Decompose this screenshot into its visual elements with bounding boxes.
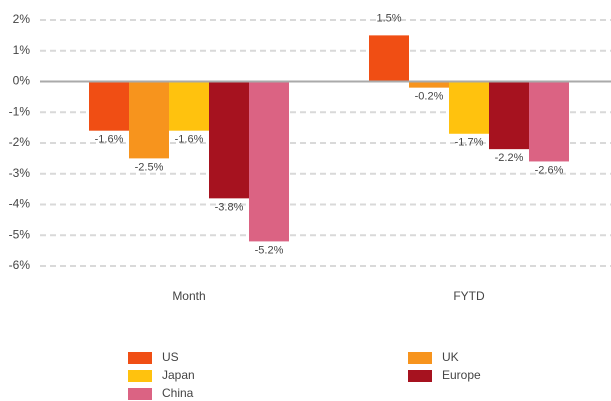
legend-label: Europe	[442, 368, 481, 382]
value-label: -2.2%	[495, 152, 524, 164]
value-label: -2.5%	[135, 161, 164, 173]
value-label: -1.6%	[95, 134, 124, 146]
legend-label: Japan	[162, 368, 195, 382]
y-tick-label: 2%	[13, 12, 31, 26]
bar	[409, 81, 449, 88]
y-tick-label: -6%	[9, 258, 31, 272]
y-tick-label: -5%	[9, 227, 31, 241]
value-label: -1.6%	[175, 134, 204, 146]
bar	[129, 81, 169, 159]
legend-swatch	[408, 352, 432, 364]
y-tick-label: -3%	[9, 166, 31, 180]
legend-swatch	[128, 352, 152, 364]
value-label: -5.2%	[255, 244, 284, 256]
legend-swatch	[408, 370, 432, 382]
legend-label: China	[162, 386, 194, 400]
x-tick-label: FYTD	[453, 289, 485, 303]
bar	[209, 81, 249, 199]
y-tick-label: 0%	[13, 74, 31, 88]
value-label: -0.2%	[415, 91, 444, 103]
y-tick-label: 1%	[13, 43, 31, 57]
y-tick-label: -2%	[9, 135, 31, 149]
value-label: -2.6%	[535, 164, 564, 176]
bar	[449, 81, 489, 134]
legend-label: UK	[442, 350, 459, 364]
bar	[249, 81, 289, 242]
bar	[89, 81, 129, 131]
y-tick-label: -4%	[9, 197, 31, 211]
x-tick-label: Month	[172, 289, 205, 303]
value-label: -1.7%	[455, 137, 484, 149]
bar	[169, 81, 209, 131]
value-label: 1.5%	[376, 12, 401, 24]
legend-label: US	[162, 350, 179, 364]
legend-swatch	[128, 388, 152, 400]
y-tick-label: -1%	[9, 104, 31, 118]
value-label: -3.8%	[215, 201, 244, 213]
bar	[369, 35, 409, 82]
bar	[489, 81, 529, 150]
legend-swatch	[128, 370, 152, 382]
bar	[529, 81, 569, 162]
